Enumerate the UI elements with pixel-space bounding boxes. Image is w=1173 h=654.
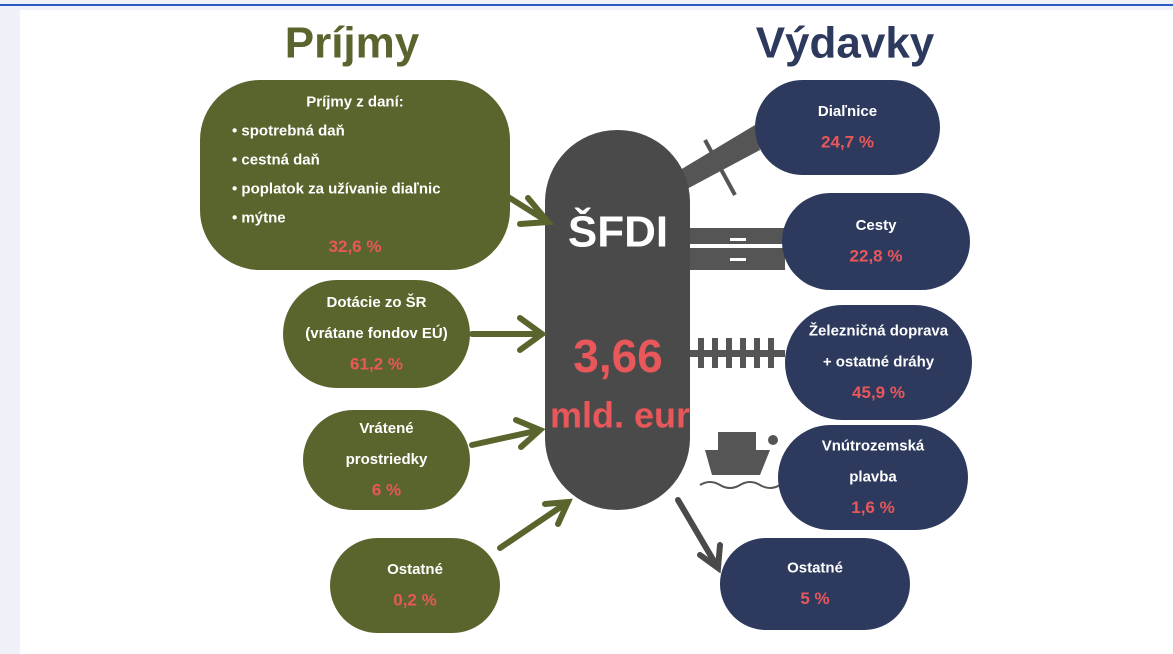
expenses-share: 24,7 %	[821, 132, 874, 151]
road-icons	[680, 125, 785, 489]
expenses-share: 45,9 %	[852, 383, 905, 402]
income-share: 0,2 %	[393, 590, 436, 609]
expenses-box	[785, 305, 972, 420]
income-title: Príjmy	[285, 19, 420, 68]
income-label: • poplatok za užívanie diaľnic	[232, 180, 441, 197]
expenses-box	[755, 80, 940, 175]
income-label: • spotrebná daň	[232, 122, 345, 139]
top-strip	[0, 0, 1173, 6]
income-label: Dotácie zo ŠR	[326, 293, 426, 311]
income-box	[330, 538, 500, 633]
income-box	[200, 80, 510, 270]
expenses-box	[778, 425, 968, 530]
expenses-box	[720, 538, 910, 630]
income-box	[283, 280, 470, 388]
expenses-label: Vnútrozemská	[822, 437, 925, 454]
center-unit: mld. eur	[550, 395, 690, 436]
income-share: 32,6 %	[329, 237, 382, 256]
expenses-box	[782, 193, 970, 290]
income-label: Vrátené	[359, 420, 413, 437]
expenses-label: plavba	[849, 468, 897, 485]
center-pill	[545, 130, 690, 510]
income-label: Ostatné	[387, 561, 443, 578]
expenses-label: + ostatné dráhy	[823, 353, 935, 370]
expenses-share: 5 %	[800, 589, 829, 608]
expenses-label: Cesty	[856, 217, 898, 234]
expenses-label: Ostatné	[787, 559, 843, 576]
income-share: 61,2 %	[350, 354, 403, 373]
expenses-share: 1,6 %	[851, 498, 894, 517]
income-label: (vrátane fondov EÚ)	[305, 324, 448, 342]
arrows	[469, 192, 723, 574]
expenses-label: Diaľnice	[818, 103, 877, 120]
income-box	[303, 410, 470, 510]
expenses-share: 22,8 %	[850, 246, 903, 265]
expenses-label: Železničná doprava	[809, 321, 949, 339]
income-label: • mýtne	[232, 209, 286, 226]
income-label: prostriedky	[346, 451, 428, 468]
income-label: • cestná daň	[232, 151, 320, 168]
center-amount: 3,66	[573, 330, 663, 382]
center-name: ŠFDI	[568, 206, 668, 257]
expenses-title: Výdavky	[756, 19, 935, 68]
income-share: 6 %	[372, 480, 401, 499]
income-label: Príjmy z daní:	[306, 93, 404, 110]
